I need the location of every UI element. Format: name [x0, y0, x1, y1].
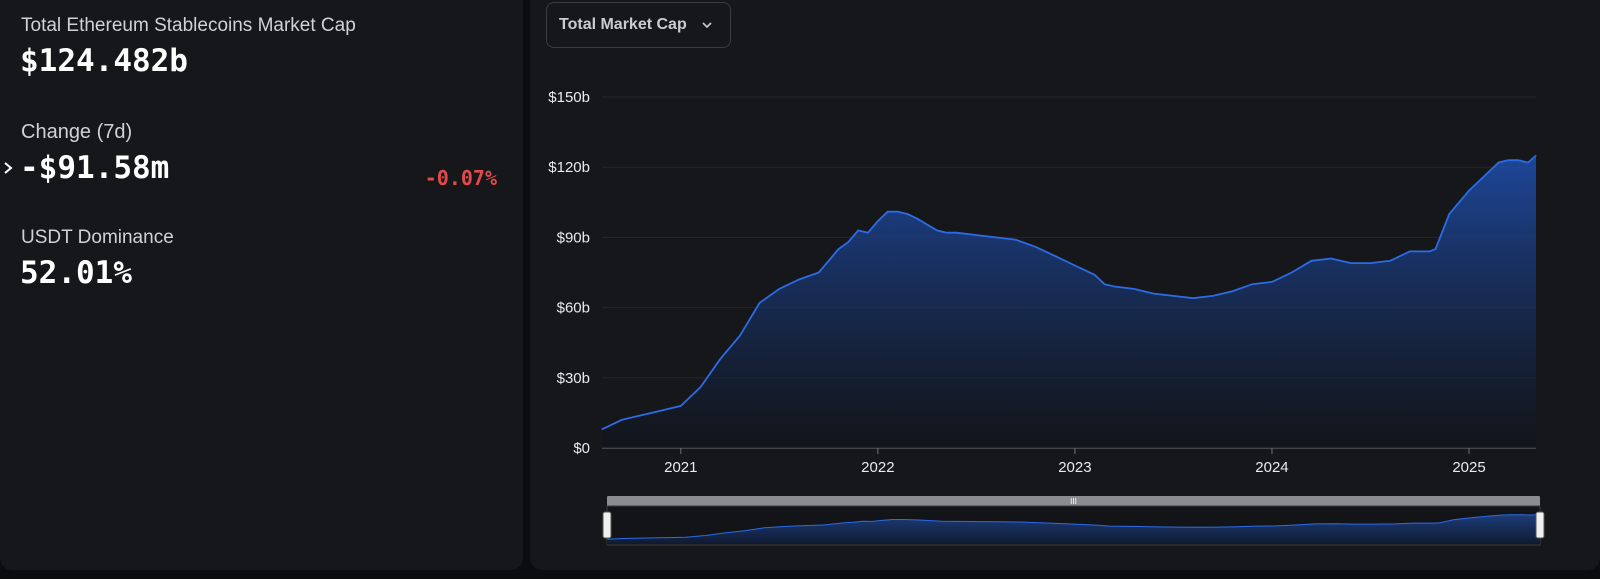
data-point [660, 409, 662, 412]
data-point [620, 419, 623, 421]
y-tick-label: $90b [557, 229, 590, 246]
y-tick-label: $150b [548, 89, 590, 106]
metric-dropdown[interactable]: Total Market Cap [546, 2, 731, 48]
data-point [817, 271, 820, 274]
data-point [886, 210, 889, 213]
series-area [602, 155, 1536, 448]
navigator-area [607, 514, 1540, 544]
data-point [1468, 189, 1470, 192]
data-point [1054, 255, 1057, 257]
data-point [906, 213, 909, 215]
data-point [1507, 159, 1510, 161]
data-point [916, 217, 919, 220]
data-point [1113, 285, 1116, 288]
data-point [975, 234, 978, 236]
data-point [946, 231, 948, 234]
dominance-label: USDT Dominance [21, 227, 174, 248]
data-point [1251, 283, 1254, 286]
data-point [1535, 154, 1537, 157]
data-point [1290, 271, 1293, 274]
data-point [1428, 250, 1431, 253]
data-point [1409, 250, 1411, 253]
data-point [1192, 297, 1194, 300]
data-point [1487, 171, 1490, 173]
chevron-right-icon[interactable] [2, 160, 14, 176]
chart-panel: $0 $30b $60b $90b $120b $150b 2021 2022 2023 2024… [530, 0, 1600, 570]
range-slider-bar[interactable] [607, 496, 1540, 506]
data-point [1310, 260, 1313, 262]
data-point [601, 428, 603, 431]
data-point [1103, 283, 1106, 286]
data-point [1448, 213, 1451, 215]
data-point [1014, 238, 1017, 241]
data-point [1271, 281, 1273, 283]
y-tick-label: $0 [573, 440, 590, 457]
data-point [1497, 161, 1500, 164]
data-point [1093, 274, 1096, 276]
data-point [1349, 262, 1352, 264]
data-point [640, 414, 643, 417]
data-point [1389, 260, 1391, 262]
series-line [601, 154, 1537, 431]
data-point [1172, 295, 1175, 297]
range-handle-left[interactable] [602, 511, 612, 539]
data-point [778, 288, 781, 290]
market-cap-value: $124.482b [20, 43, 188, 79]
navigator-line [606, 513, 1541, 540]
data-point [758, 302, 761, 304]
data-point [699, 386, 702, 388]
data-point [739, 334, 741, 337]
metric-dropdown-label: Total Market Cap [559, 16, 687, 33]
data-point [1231, 290, 1234, 293]
change-value: -$91.58m [20, 150, 170, 186]
range-handle-right[interactable] [1535, 511, 1545, 539]
data-point [1330, 257, 1332, 260]
market-cap-chart: $0 $30b $60b $90b $120b $150b 2021 2022 2023 2024… [548, 89, 1545, 546]
data-point [1212, 295, 1214, 297]
data-point [896, 210, 899, 213]
dominance-value: 52.01% [20, 255, 132, 291]
y-tick-label: $30b [557, 370, 590, 387]
x-tick-label: 2021 [664, 459, 697, 476]
data-point [837, 248, 840, 250]
x-tick-label: 2022 [861, 459, 894, 476]
x-tick-label: 2023 [1058, 459, 1091, 476]
data-point [995, 236, 997, 239]
data-point [1369, 262, 1372, 264]
change-label: Change (7d) [21, 121, 133, 143]
data-point [1074, 264, 1076, 267]
x-tick-label: 2025 [1452, 459, 1485, 476]
data-point [1434, 248, 1437, 250]
data-point [1133, 288, 1135, 290]
data-point [1517, 159, 1520, 161]
data-point [867, 231, 869, 234]
data-point [1152, 292, 1155, 295]
data-point [680, 405, 682, 407]
market-cap-label: Total Ethereum Stablecoins Market Cap [21, 15, 356, 36]
data-point [1034, 245, 1037, 248]
data-point [798, 278, 800, 281]
data-point [847, 241, 850, 243]
data-point [955, 231, 958, 234]
data-point [1527, 161, 1529, 164]
data-point [719, 358, 722, 360]
change-percent: -0.07% [424, 166, 497, 190]
data-point [877, 220, 879, 222]
y-tick-label: $60b [557, 300, 590, 317]
data-point [936, 229, 938, 232]
chevron-down-icon [702, 22, 712, 29]
data-point [857, 229, 859, 232]
stats-panel: Total Ethereum Stablecoins Market Cap $1… [0, 0, 523, 570]
x-tick-label: 2024 [1255, 459, 1288, 476]
y-tick-label: $120b [548, 159, 590, 176]
grip-icon: III [1070, 497, 1077, 506]
